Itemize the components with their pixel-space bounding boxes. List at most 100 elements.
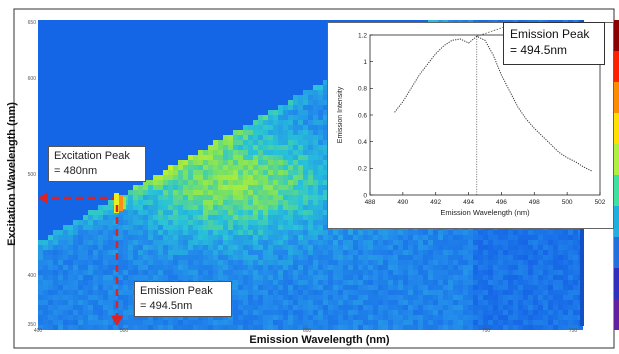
heatmap-cell <box>238 220 243 225</box>
heatmap-cell <box>463 300 468 305</box>
heatmap-cell <box>368 320 373 325</box>
heatmap-cell <box>438 325 443 330</box>
heatmap-cell <box>273 260 278 265</box>
heatmap-cell <box>433 230 438 235</box>
heatmap-cell <box>123 275 128 280</box>
heatmap-cell <box>128 275 133 280</box>
heatmap-cell <box>48 325 53 330</box>
heatmap-cell <box>208 155 213 160</box>
heatmap-cell <box>333 280 338 285</box>
heatmap-cell <box>303 325 308 330</box>
heatmap-cell <box>103 205 108 210</box>
heatmap-cell <box>228 185 233 190</box>
heatmap-cell <box>283 190 288 195</box>
heatmap-cell <box>508 290 513 295</box>
heatmap-cell <box>98 220 103 225</box>
heatmap-cell <box>238 160 243 165</box>
heatmap-cell <box>528 310 533 315</box>
heatmap-cell <box>113 305 118 310</box>
heatmap-cell <box>188 195 193 200</box>
heatmap-cell <box>328 230 333 235</box>
heatmap-cell <box>493 300 498 305</box>
heatmap-cell <box>188 230 193 235</box>
heatmap-cell <box>558 300 563 305</box>
heatmap-cell <box>323 230 328 235</box>
heatmap-cell <box>378 270 383 275</box>
heatmap-cell <box>118 295 123 300</box>
heatmap-cell <box>573 245 578 250</box>
heatmap-cell <box>108 210 113 215</box>
heatmap-cell <box>383 245 388 250</box>
heatmap-cell <box>158 245 163 250</box>
heatmap-cell <box>348 300 353 305</box>
heatmap-cell <box>253 325 258 330</box>
heatmap-cell <box>208 225 213 230</box>
heatmap-cell <box>68 235 73 240</box>
heatmap-cell <box>153 230 158 235</box>
heatmap-cell <box>413 275 418 280</box>
heatmap-cell <box>223 220 228 225</box>
heatmap-cell <box>193 235 198 240</box>
heatmap-cell <box>238 320 243 325</box>
heatmap-cell <box>188 275 193 280</box>
heatmap-cell <box>448 235 453 240</box>
heatmap-cell <box>408 230 413 235</box>
heatmap-cell <box>173 235 178 240</box>
heatmap-cell <box>358 290 363 295</box>
heatmap-cell <box>528 260 533 265</box>
heatmap-cell <box>303 175 308 180</box>
heatmap-cell <box>193 210 198 215</box>
heatmap-cell <box>358 230 363 235</box>
heatmap-cell <box>128 325 133 330</box>
heatmap-cell <box>443 315 448 320</box>
heatmap-cell <box>163 315 168 320</box>
heatmap-cell <box>243 210 248 215</box>
heatmap-cell <box>268 175 273 180</box>
heatmap-cell <box>178 165 183 170</box>
heatmap-cell <box>233 240 238 245</box>
heatmap-cell <box>363 270 368 275</box>
heatmap-cell <box>233 250 238 255</box>
heatmap-cell <box>198 155 203 160</box>
heatmap-cell <box>58 320 63 325</box>
heatmap-cell <box>428 265 433 270</box>
heatmap-cell <box>68 275 73 280</box>
heatmap-cell <box>98 275 103 280</box>
heatmap-cell <box>123 235 128 240</box>
heatmap-cell <box>278 200 283 205</box>
heatmap-cell <box>303 120 308 125</box>
heatmap-cell <box>223 210 228 215</box>
heatmap-cell <box>463 305 468 310</box>
heatmap-cell <box>188 325 193 330</box>
heatmap-cell <box>388 255 393 260</box>
heatmap-cell <box>358 320 363 325</box>
heatmap-cell <box>558 295 563 300</box>
heatmap-cell <box>178 265 183 270</box>
heatmap-cell <box>573 270 578 275</box>
heatmap-cell <box>538 260 543 265</box>
heatmap-cell <box>193 265 198 270</box>
heatmap-cell <box>538 285 543 290</box>
heatmap-cell <box>218 195 223 200</box>
heatmap-cell <box>273 210 278 215</box>
heatmap-cell <box>193 225 198 230</box>
heatmap-cell <box>408 240 413 245</box>
heatmap-cell <box>103 240 108 245</box>
heatmap-cell <box>508 245 513 250</box>
heatmap-cell <box>383 250 388 255</box>
heatmap-cell <box>273 265 278 270</box>
heatmap-cell <box>133 320 138 325</box>
heatmap-cell <box>423 295 428 300</box>
heatmap-cell <box>428 280 433 285</box>
heatmap-cell <box>243 240 248 245</box>
heatmap-cell <box>208 160 213 165</box>
heatmap-cell <box>268 315 273 320</box>
heatmap-cell <box>543 255 548 260</box>
heatmap-cell <box>168 185 173 190</box>
heatmap-cell <box>158 185 163 190</box>
heatmap-cell <box>293 305 298 310</box>
heatmap-cell <box>313 105 318 110</box>
heatmap-cell <box>398 290 403 295</box>
heatmap-cell <box>48 280 53 285</box>
heatmap-cell <box>178 270 183 275</box>
